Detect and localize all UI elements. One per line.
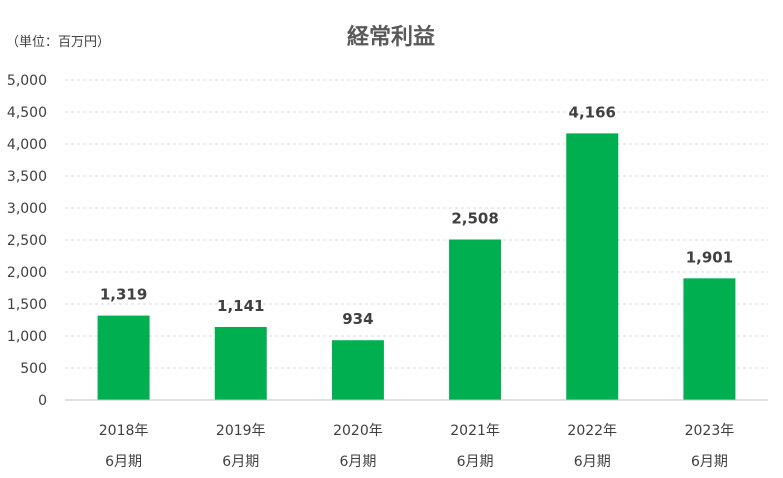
- bar: [331, 340, 384, 400]
- data-label: 4,166: [569, 103, 616, 121]
- bars: [97, 133, 736, 400]
- y-tick-label: 4,500: [7, 105, 47, 121]
- y-tick-label: 2,000: [7, 265, 47, 281]
- gridlines: [65, 79, 768, 369]
- y-tick-label: 2,500: [7, 233, 47, 249]
- y-tick-label: 3,500: [7, 169, 47, 185]
- x-tick-label: 2022年: [567, 423, 617, 439]
- bar: [566, 133, 619, 400]
- data-label: 1,319: [100, 286, 147, 304]
- x-tick-label: 2020年: [333, 423, 383, 439]
- unit-note: （単位：百万円）: [6, 34, 110, 50]
- data-label: 934: [342, 310, 373, 328]
- y-tick-label: 5,000: [7, 73, 47, 89]
- y-tick-label: 1,000: [7, 329, 47, 345]
- x-tick-label: 6月期: [105, 454, 142, 470]
- y-tick-label: 500: [20, 361, 47, 377]
- data-label: 2,508: [451, 209, 498, 227]
- bar: [683, 278, 736, 400]
- y-axis-ticks: 0 500 1,000 1,500 2,000 2,500 3,000 3,500 4,000 4…: [7, 73, 47, 409]
- data-label: 1,901: [686, 248, 733, 266]
- data-labels: 1,319 1,141 934 2,508 4,166 1,901: [100, 103, 733, 328]
- x-tick-label: 2021年: [450, 423, 500, 439]
- y-tick-label: 0: [38, 393, 47, 409]
- x-tick-label: 6月期: [222, 454, 259, 470]
- bar: [97, 315, 150, 400]
- x-tick-label: 6月期: [574, 454, 611, 470]
- data-label: 1,141: [217, 297, 264, 315]
- x-tick-label: 2018年: [99, 423, 149, 439]
- x-tick-label: 6月期: [457, 454, 494, 470]
- x-axis-ticks: 2018年 6月期 2019年 6月期 2020年 6月期 2021年 6月期 2022年 6月期…: [99, 423, 734, 470]
- bar: [214, 326, 267, 400]
- x-tick-label: 6月期: [339, 454, 376, 470]
- x-tick-label: 6月期: [691, 454, 728, 470]
- chart-title: 経常利益: [347, 24, 435, 50]
- x-tick-label: 2019年: [216, 423, 266, 439]
- x-tick-label: 2023年: [685, 423, 735, 439]
- bar: [449, 239, 502, 400]
- y-tick-label: 1,500: [7, 297, 47, 313]
- y-tick-label: 3,000: [7, 201, 47, 217]
- y-tick-label: 4,000: [7, 137, 47, 153]
